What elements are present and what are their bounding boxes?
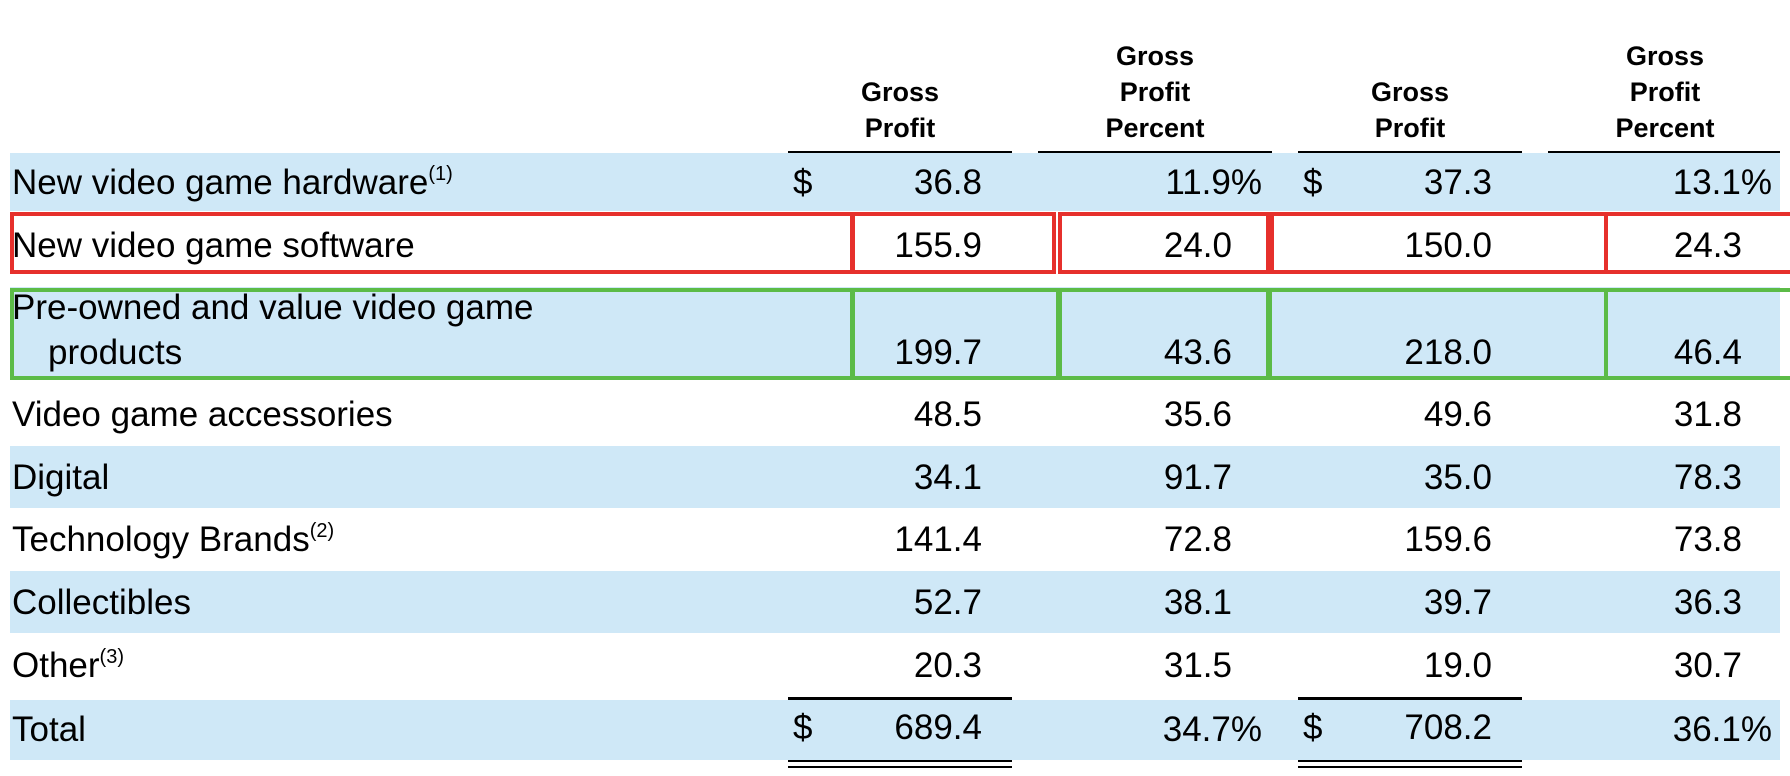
header-gross-profit-percent-1: Gross Profit Percent: [1105, 41, 1205, 143]
value-cell: 19.0: [1423, 646, 1492, 685]
value-cell: 11.9%: [1165, 163, 1262, 202]
value-cell: 38.1: [1163, 583, 1232, 622]
total-top-rule-1: [788, 697, 1012, 700]
row-label: Pre-owned and value video game: [12, 288, 534, 327]
table-row: [10, 700, 1780, 760]
value-cell: 34.1: [913, 458, 982, 497]
row-label: Digital: [12, 458, 110, 497]
value-cell: 36.3: [1673, 583, 1742, 622]
value-cell: 24.0: [1163, 226, 1232, 265]
row-label: Total: [12, 710, 86, 749]
value-cell: 48.5: [913, 395, 982, 434]
table-row: [10, 571, 1780, 633]
row-label: Collectibles: [12, 583, 191, 622]
value-cell: 24.3: [1673, 226, 1742, 265]
value-cell: 708.2: [1404, 708, 1492, 747]
value-cell: 36.8: [913, 163, 982, 202]
value-cell: 43.6: [1163, 333, 1232, 372]
table-row: [10, 446, 1780, 508]
value-cell: 34.7%: [1162, 710, 1262, 749]
value-cell: 150.0: [1404, 226, 1492, 265]
value-cell: 78.3: [1673, 458, 1742, 497]
row-label: Video game accessories: [12, 395, 393, 434]
value-cell: 91.7: [1163, 458, 1232, 497]
header-gross-profit-2: Gross Profit: [1370, 77, 1450, 143]
value-cell: 35.0: [1423, 458, 1492, 497]
table-row: [10, 153, 1780, 211]
value-cell: 199.7: [894, 333, 982, 372]
row-label-continued: products: [48, 333, 183, 372]
row-label: New video game hardware(1): [12, 163, 453, 202]
row-label: New video game software: [12, 226, 415, 265]
value-cell: 35.6: [1163, 395, 1232, 434]
value-cell: 31.5: [1163, 646, 1232, 685]
header-gross-profit-percent-2: Gross Profit Percent: [1615, 41, 1715, 143]
value-cell: 73.8: [1673, 520, 1742, 559]
total-top-rule-2: [1298, 697, 1522, 700]
value-cell: 218.0: [1404, 333, 1492, 372]
value-cell: 72.8: [1163, 520, 1232, 559]
highlight-box-col2: [1058, 212, 1270, 274]
value-cell: 13.1%: [1672, 163, 1772, 202]
value-cell: 689.4: [894, 708, 982, 747]
value-cell: 159.6: [1404, 520, 1492, 559]
highlight-box-col1: [850, 212, 1056, 274]
value-cell: 36.1%: [1672, 710, 1772, 749]
dollar-sign: $: [793, 708, 813, 747]
value-cell: 39.7: [1423, 583, 1492, 622]
highlight-box-col4: [1604, 212, 1790, 274]
value-cell: 30.7: [1673, 646, 1742, 685]
header-underline-1: [788, 151, 1012, 154]
dollar-sign: $: [1303, 708, 1323, 747]
value-cell: 20.3: [913, 646, 982, 685]
row-label: Technology Brands(2): [12, 520, 335, 559]
value-cell: 49.6: [1423, 395, 1492, 434]
header-underline-3: [1298, 151, 1522, 154]
value-cell: 46.4: [1673, 333, 1742, 372]
value-cell: 52.7: [913, 583, 982, 622]
value-cell: 141.4: [894, 520, 982, 559]
dollar-sign: $: [793, 163, 813, 202]
row-label: Other(3): [12, 646, 124, 685]
dollar-sign: $: [1303, 163, 1323, 202]
header-underline-2: [1038, 151, 1272, 154]
highlight-box-col4: [1604, 288, 1790, 380]
value-cell: 31.8: [1673, 395, 1742, 434]
table-row: [10, 287, 1780, 379]
value-cell: 37.3: [1423, 163, 1492, 202]
header-underline-4: [1548, 151, 1780, 154]
header-gross-profit-1: Gross Profit: [860, 77, 940, 143]
value-cell: 155.9: [894, 226, 982, 265]
total-double-rule-1: [788, 760, 1012, 768]
total-double-rule-2: [1298, 760, 1522, 768]
